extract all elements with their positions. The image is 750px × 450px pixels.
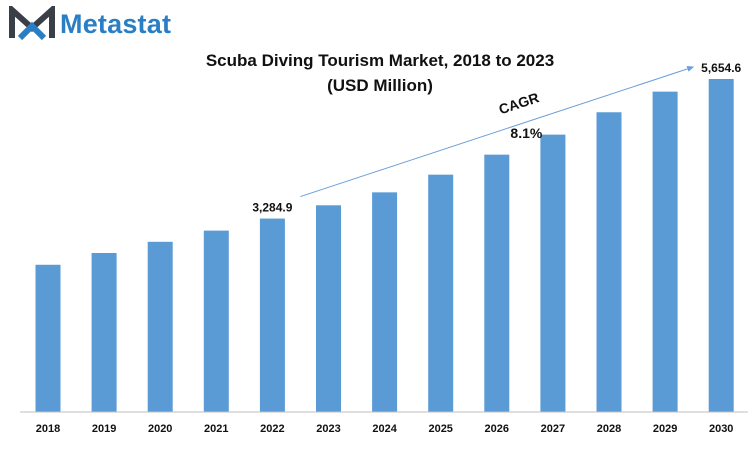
brand-name: Metastat (60, 8, 172, 39)
bar-2026 (484, 154, 510, 412)
x-tick-label-2029: 2029 (653, 423, 677, 435)
data-label-2030: 5,654.6 (701, 61, 741, 75)
bar-2024 (372, 192, 398, 412)
cagr-label: CAGR (497, 89, 541, 117)
bar-2029 (652, 91, 678, 412)
cagr-value: 8.1% (510, 125, 542, 141)
bar-2019 (91, 252, 117, 412)
x-tick-label-2022: 2022 (260, 423, 284, 435)
x-tick-label-2019: 2019 (92, 423, 116, 435)
bar-2030 (708, 79, 734, 412)
chart-title: Scuba Diving Tourism Market, 2018 to 202… (205, 51, 555, 70)
cagr-arrow (300, 66, 695, 198)
x-tick-label-2024: 2024 (372, 423, 397, 435)
x-tick-label-2020: 2020 (148, 423, 172, 435)
data-label-2022: 3,284.9 (252, 201, 292, 215)
x-tick-label-2018: 2018 (36, 423, 60, 435)
bar-2027 (540, 134, 566, 412)
x-tick-label-2021: 2021 (204, 423, 228, 435)
x-tick-label-2026: 2026 (485, 423, 509, 435)
bar-2018 (35, 264, 61, 412)
x-tick-label-2023: 2023 (316, 423, 340, 435)
bar-2022 (259, 218, 285, 412)
bar-2028 (596, 112, 622, 412)
brand-logo: Metastat (8, 6, 171, 42)
bar-2025 (428, 174, 454, 412)
x-tick-label-2030: 2030 (709, 423, 733, 435)
chart-title-block: Scuba Diving Tourism Market, 2018 to 202… (180, 48, 580, 98)
chart-subtitle: (USD Million) (327, 76, 433, 95)
bar-2021 (203, 230, 229, 412)
bar-2023 (316, 205, 341, 412)
x-tick-label-2027: 2027 (541, 423, 565, 435)
x-tick-label-2028: 2028 (597, 423, 621, 435)
bar-2020 (147, 241, 173, 412)
metastat-logo-icon (9, 6, 55, 41)
x-tick-label-2025: 2025 (428, 423, 452, 435)
